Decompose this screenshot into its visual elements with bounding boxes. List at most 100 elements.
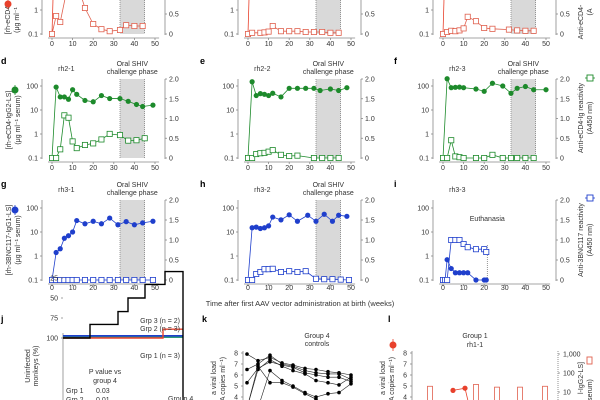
data-point [90,20,97,27]
data-point [461,270,467,276]
data-point [337,375,341,380]
data-point [530,27,537,34]
data-point [98,92,105,99]
data-point [257,91,263,97]
antibody-concentration-series [49,215,156,283]
data-point [90,276,97,283]
x-tick-label: 30 [110,285,118,292]
data-point [269,265,276,272]
viral-load-series [245,352,353,377]
data-point [310,154,317,161]
data-point [326,380,330,385]
data-point [294,152,301,159]
data-point [106,276,113,283]
challenge-label: challenge phase [303,190,354,197]
challenge-label: challenge phase [107,69,158,76]
data-point [500,83,506,89]
plot-area [49,215,156,283]
y-axis-title: monkeys (%) [33,346,40,387]
x-tick-label: 10 [69,41,77,48]
x-tick-label: 30 [501,165,509,172]
challenge-label: Oral SHIV [117,61,149,68]
data-point [481,88,487,94]
data-point [303,85,309,91]
x-tick-label: 30 [110,165,118,172]
y-axis-title: a viral load [380,361,387,395]
y-axis-title: IA copies ml⁻¹) [220,357,227,400]
data-point [81,5,88,11]
right-tick-label: 2.0 [365,77,375,84]
left-tick-label: 1 [230,254,234,261]
data-point [117,95,123,102]
antibody-bar [494,386,500,400]
data-point [65,96,72,102]
data-point [337,276,344,283]
data-point [82,97,88,104]
y2-axis-title: (A450 nm) [587,102,594,135]
left-tick-label: 0.1 [224,278,234,285]
x-tick-label: 50 [347,285,355,292]
data-point [327,29,334,36]
data-point [286,28,293,35]
data-point [53,84,59,90]
y-axis-title: (μg ml⁻¹ serum) [15,215,22,264]
right-tick-label: 0.5 [169,258,179,265]
data-point [73,145,80,152]
data-point [456,84,463,90]
data-point [123,22,130,29]
data-point [277,268,284,275]
right-tick-label: 2.0 [560,77,570,84]
x-tick-label: 30 [501,41,509,48]
left-tick-label: 10 [226,108,234,115]
plot-area [439,236,490,283]
y2-axis-title: (A [587,8,594,15]
data-point [452,270,458,276]
data-point [256,364,260,369]
data-point [269,147,276,154]
pvalue-title: P value vs [89,369,122,376]
right-tick-label: 1.5 [365,218,375,225]
panel-letter-i: i [394,179,397,189]
data-point [303,372,307,376]
data-point [249,79,255,85]
x-tick-label: 10 [460,165,468,172]
data-point [522,83,529,90]
data-point [53,12,60,19]
x-tick-label: 40 [522,41,530,48]
data-point [131,276,138,283]
x-tick-label: 50 [542,285,550,292]
data-point [531,87,537,93]
data-point [286,212,292,218]
subject-label: rh2-2 [254,66,270,73]
data-point [253,92,259,99]
data-point [444,76,450,82]
data-point [133,137,140,144]
y-axis-title: Uninfected [25,349,32,383]
right-tick-label: 1,000 [563,352,581,359]
left-tick-label: 10 [30,108,38,115]
plot-area [439,0,537,37]
plot-area [244,0,342,37]
left-tick-label: 10 [226,230,234,237]
data-point [499,154,506,161]
challenge-label: Oral SHIV [313,61,345,68]
data-point [49,30,56,37]
x-tick-label: 20 [480,285,488,292]
data-point [345,276,352,283]
data-point [344,85,350,91]
x-tick-label: 20 [285,41,293,48]
panel-i: Euthanasia 0 10 20 30 40 50 0.1 1 10 100 0 0.5 1.0 1.5… [417,187,570,292]
data-point [150,218,156,224]
series-line [247,0,250,35]
survival-curve [63,328,183,339]
right-tick-label: 0 [365,156,369,163]
data-point [444,276,451,283]
left-tick-label: 100 [26,206,38,213]
x-tick-label: 50 [347,41,355,48]
series-line [246,354,352,380]
data-point [140,220,146,226]
filled-circle-legend-icon [4,0,12,8]
data-point [314,367,318,372]
